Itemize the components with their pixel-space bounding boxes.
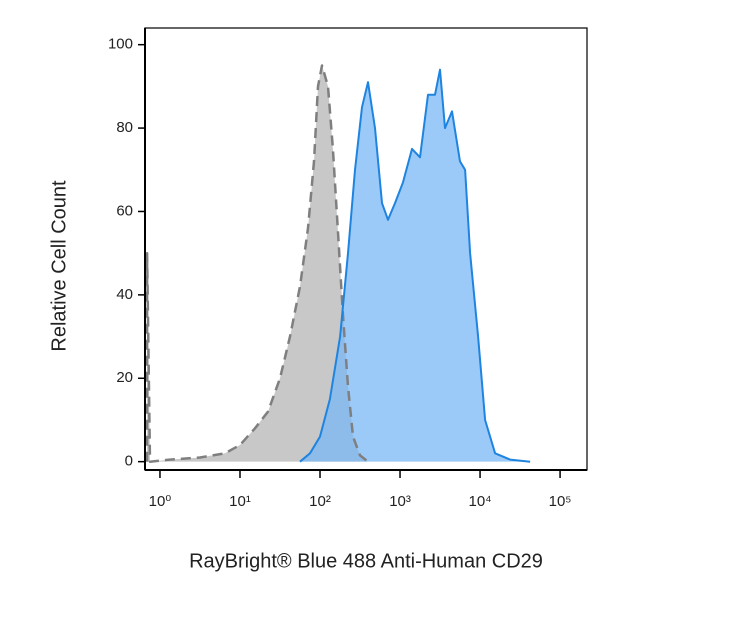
histogram-area (147, 65, 368, 462)
y-tick-label: 40 (116, 286, 133, 303)
y-axis-label: Relative Cell Count (48, 180, 70, 352)
y-tick-label: 20 (116, 369, 133, 386)
y-tick-label: 80 (116, 119, 133, 136)
x-tick-label: 10⁵ (549, 493, 572, 510)
x-tick-label: 10¹ (229, 493, 251, 510)
x-tick-label: 10⁰ (149, 493, 172, 510)
histogram-line (299, 68, 531, 463)
y-tick-label: 100 (108, 36, 133, 53)
x-axis-label: RayBright® Blue 488 Anti-Human CD29 (189, 550, 543, 572)
x-tick-label: 10³ (389, 493, 411, 510)
y-tick-label: 60 (116, 202, 133, 219)
histogram-area (300, 69, 531, 462)
y-tick-label: 0 (125, 453, 133, 470)
x-tick-label: 10² (309, 493, 331, 510)
x-tick-label: 10⁴ (468, 493, 491, 510)
histogram-line (145, 64, 369, 463)
